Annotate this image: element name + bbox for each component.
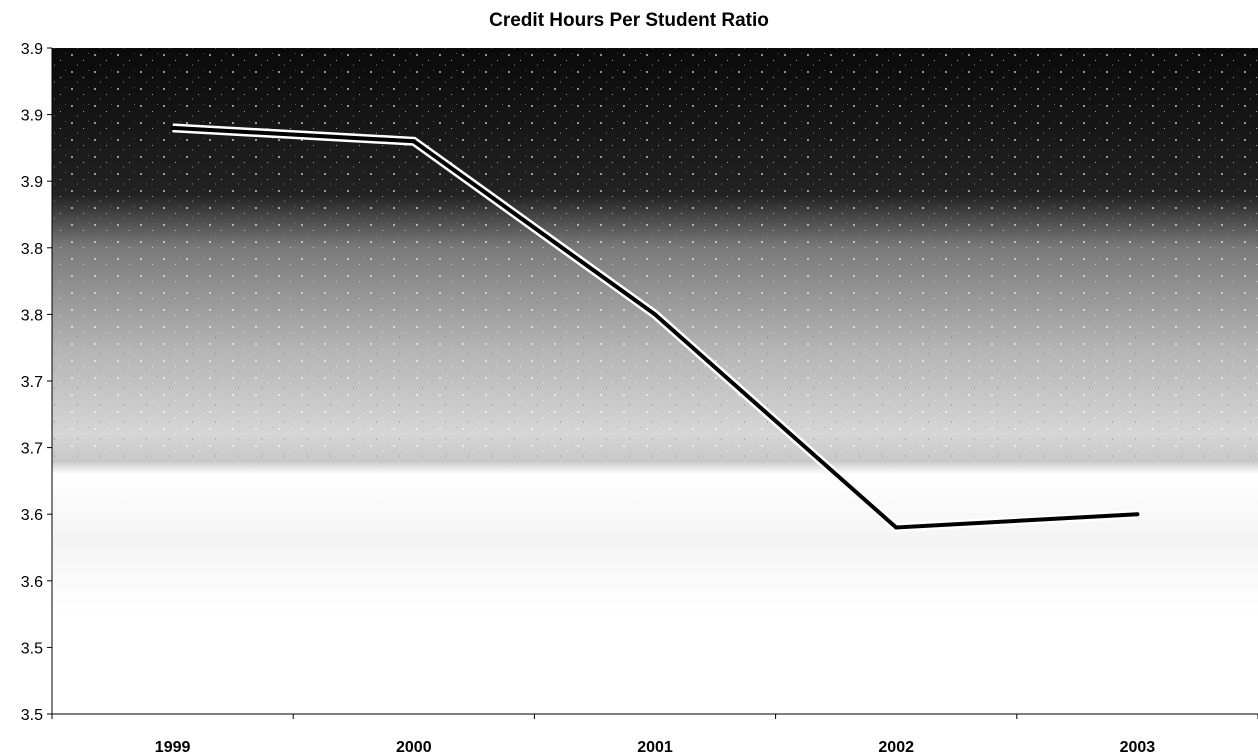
y-tick-label: 3.5 bbox=[21, 707, 43, 724]
plot-area: 3.5 3.5 3.6 3.6 3.7 3.7 3.8 3.8 3.9 3.9 3.9 1999 200… bbox=[21, 41, 1258, 754]
chart-title: Credit Hours Per Student Ratio bbox=[489, 10, 769, 31]
y-tick-label: 3.8 bbox=[21, 307, 43, 324]
x-tick-label: 2000 bbox=[396, 739, 432, 754]
plot-background-texture bbox=[52, 48, 1258, 461]
data-point bbox=[894, 525, 899, 530]
y-tick-label: 3.6 bbox=[21, 574, 43, 591]
y-tick-label: 3.7 bbox=[21, 374, 43, 391]
data-point bbox=[411, 139, 416, 144]
y-tick-label: 3.9 bbox=[21, 174, 43, 191]
y-tick-label: 3.9 bbox=[21, 41, 43, 58]
data-point bbox=[653, 312, 657, 317]
data-point bbox=[170, 125, 175, 130]
y-tick-label: 3.8 bbox=[21, 241, 43, 258]
x-tick-label: 2003 bbox=[1120, 739, 1156, 754]
x-tick-label: 2001 bbox=[637, 739, 673, 754]
y-tick-label: 3.7 bbox=[21, 441, 43, 458]
y-tick-label: 3.9 bbox=[21, 108, 43, 125]
data-point bbox=[1135, 512, 1140, 517]
x-tick-label: 1999 bbox=[155, 739, 191, 754]
y-tick-label: 3.6 bbox=[21, 507, 43, 524]
y-tick-label: 3.5 bbox=[21, 640, 43, 657]
x-tick-label: 2002 bbox=[878, 739, 914, 754]
